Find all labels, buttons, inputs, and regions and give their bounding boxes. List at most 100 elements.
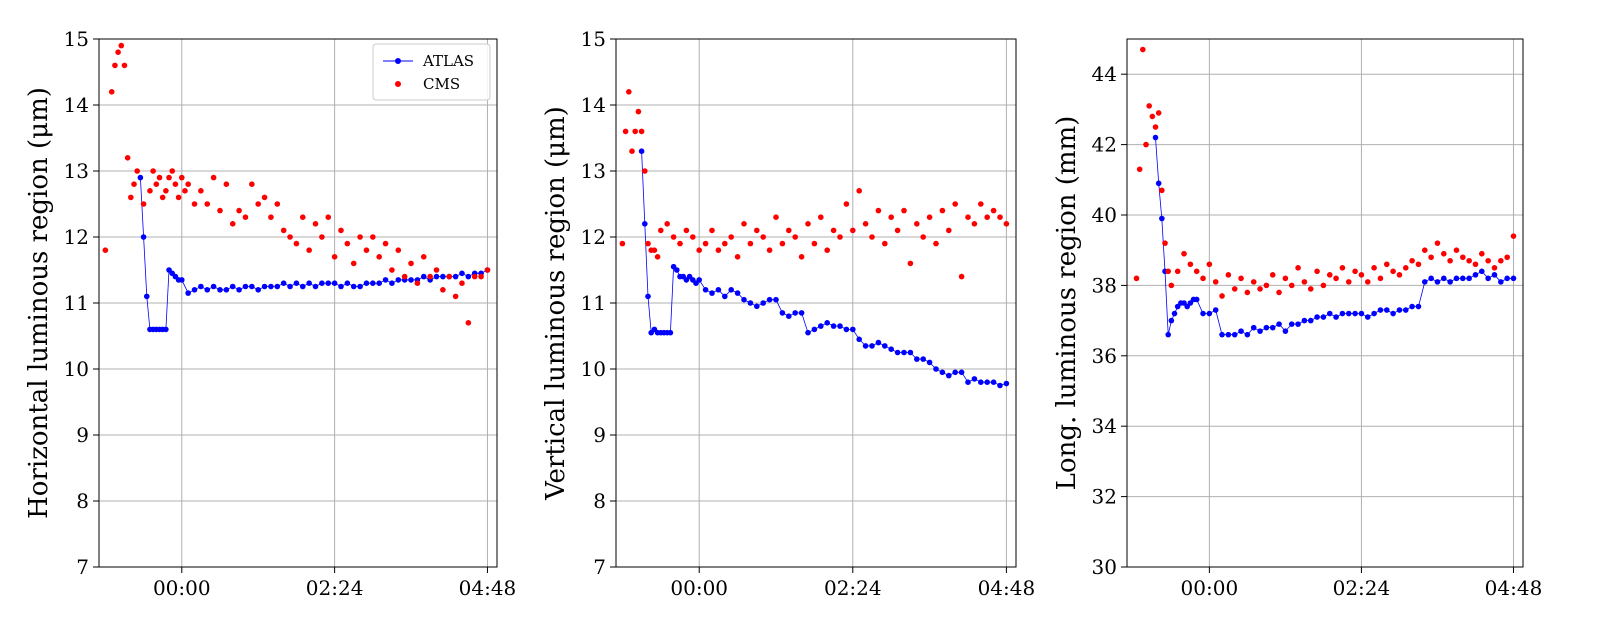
data-point bbox=[1276, 321, 1282, 327]
data-point bbox=[1397, 272, 1403, 278]
data-point bbox=[850, 228, 856, 234]
data-point bbox=[824, 247, 830, 253]
data-point bbox=[1359, 311, 1365, 317]
data-point bbox=[655, 254, 661, 260]
data-point bbox=[192, 287, 198, 293]
data-point bbox=[434, 267, 440, 273]
data-point bbox=[230, 221, 236, 227]
data-point bbox=[812, 241, 818, 247]
data-point bbox=[837, 323, 843, 329]
data-point bbox=[141, 234, 147, 240]
data-point bbox=[150, 168, 156, 174]
data-point bbox=[1479, 251, 1485, 257]
data-point bbox=[805, 221, 811, 227]
data-point bbox=[1245, 290, 1251, 296]
data-point bbox=[1441, 251, 1447, 257]
data-point bbox=[668, 330, 674, 336]
data-point bbox=[946, 373, 952, 379]
data-point bbox=[735, 254, 741, 260]
data-point bbox=[786, 228, 792, 234]
data-point bbox=[185, 181, 191, 187]
data-point bbox=[1416, 304, 1422, 310]
data-point bbox=[818, 214, 824, 220]
y-tick-label: 38 bbox=[1092, 273, 1117, 297]
data-point bbox=[639, 148, 645, 154]
data-point bbox=[157, 175, 163, 181]
x-tick-label: 04:48 bbox=[459, 576, 517, 600]
data-point bbox=[1352, 269, 1358, 275]
data-point bbox=[1175, 269, 1181, 275]
data-point bbox=[125, 155, 131, 161]
data-point bbox=[741, 221, 747, 227]
data-point bbox=[236, 287, 242, 293]
data-point bbox=[671, 234, 677, 240]
data-point bbox=[249, 284, 255, 290]
data-point bbox=[338, 284, 344, 290]
data-point bbox=[639, 129, 645, 135]
data-point bbox=[773, 214, 779, 220]
data-point bbox=[166, 175, 172, 181]
data-point bbox=[908, 350, 914, 356]
y-tick-label: 11 bbox=[64, 291, 89, 315]
data-point bbox=[709, 290, 715, 296]
data-point bbox=[1403, 307, 1409, 313]
data-point bbox=[478, 274, 484, 280]
data-point bbox=[1143, 142, 1149, 148]
data-point bbox=[1194, 297, 1200, 303]
data-point bbox=[160, 195, 166, 201]
data-point bbox=[319, 234, 325, 240]
data-point bbox=[294, 280, 300, 286]
data-point bbox=[472, 274, 478, 280]
data-point bbox=[144, 294, 150, 300]
data-point bbox=[1492, 265, 1498, 271]
data-point bbox=[224, 287, 230, 293]
data-point bbox=[863, 221, 869, 227]
data-point bbox=[1146, 103, 1152, 109]
x-tick-label: 02:24 bbox=[1333, 576, 1391, 600]
data-point bbox=[1327, 272, 1333, 278]
y-tick-label: 44 bbox=[1092, 62, 1117, 86]
data-point bbox=[287, 284, 293, 290]
data-point bbox=[1498, 258, 1504, 264]
data-point bbox=[850, 327, 856, 333]
data-point bbox=[1207, 261, 1213, 267]
data-point bbox=[1321, 314, 1327, 320]
data-point bbox=[709, 228, 715, 234]
data-point bbox=[965, 379, 971, 385]
data-point bbox=[163, 188, 169, 194]
data-point bbox=[1162, 240, 1168, 246]
y-tick-label: 12 bbox=[581, 225, 606, 249]
data-point bbox=[351, 284, 357, 290]
data-point bbox=[459, 280, 465, 286]
data-point bbox=[754, 304, 760, 310]
data-point bbox=[421, 274, 427, 280]
data-point bbox=[632, 129, 638, 135]
data-point bbox=[1213, 307, 1219, 313]
data-point bbox=[138, 175, 144, 181]
data-point bbox=[1384, 307, 1390, 313]
data-point bbox=[313, 284, 319, 290]
y-tick-label: 13 bbox=[581, 159, 606, 183]
data-point bbox=[306, 247, 312, 253]
data-point bbox=[1314, 314, 1320, 320]
data-point bbox=[914, 356, 920, 362]
data-point bbox=[997, 214, 1003, 220]
data-point bbox=[357, 234, 363, 240]
series-line bbox=[140, 178, 487, 330]
data-point bbox=[626, 89, 632, 95]
data-point bbox=[703, 287, 709, 293]
data-point bbox=[1409, 304, 1415, 310]
data-point bbox=[882, 343, 888, 349]
data-point bbox=[415, 280, 421, 286]
data-point bbox=[1150, 114, 1156, 120]
data-point bbox=[262, 195, 268, 201]
data-point bbox=[927, 360, 933, 366]
data-point bbox=[895, 350, 901, 356]
data-point bbox=[863, 343, 869, 349]
y-tick-label: 10 bbox=[64, 357, 89, 381]
y-tick-label: 42 bbox=[1092, 133, 1117, 157]
x-tick-label: 02:24 bbox=[824, 576, 882, 600]
data-point bbox=[1441, 276, 1447, 282]
series-line bbox=[642, 151, 1007, 385]
data-point bbox=[1257, 286, 1263, 292]
